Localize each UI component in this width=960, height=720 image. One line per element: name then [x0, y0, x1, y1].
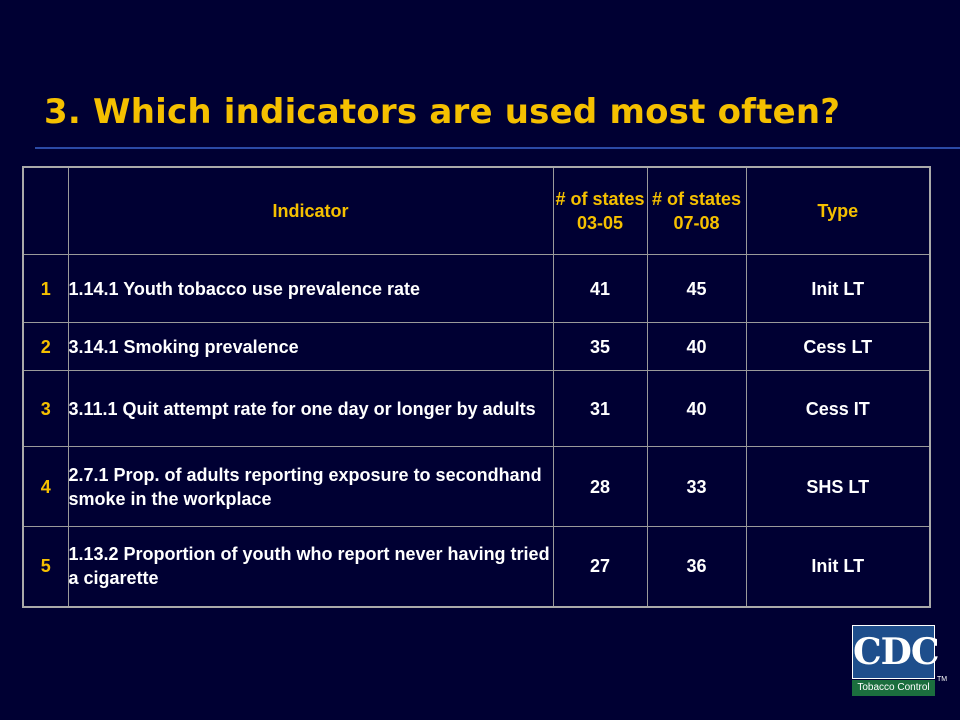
states-07-08-cell: 40 [646, 322, 747, 371]
type-cell: SHS LT [745, 446, 931, 527]
states-03-05-cell: 35 [552, 322, 648, 371]
cdc-logo: CDC Tobacco Control [852, 625, 940, 696]
table-row: 1 1.14.1 Youth tobacco use prevalence ra… [22, 254, 931, 323]
indicator-cell: 1.13.2 Proportion of youth who report ne… [67, 526, 554, 607]
table-row: 4 2.7.1 Prop. of adults reporting exposu… [22, 446, 931, 527]
type-cell: Init LT [745, 526, 931, 607]
indicator-cell: 2.7.1 Prop. of adults reporting exposure… [67, 446, 554, 527]
states-07-08-cell: 33 [646, 446, 747, 527]
title-divider [35, 147, 960, 149]
row-number: 3 [22, 370, 69, 447]
table-row: 5 1.13.2 Proportion of youth who report … [22, 526, 931, 607]
states-03-05-cell: 27 [552, 526, 648, 607]
header-states-03-05: # of states 03-05 [552, 166, 648, 255]
type-cell: Cess IT [745, 370, 931, 447]
row-number: 5 [22, 526, 69, 607]
states-07-08-cell: 36 [646, 526, 747, 607]
cdc-logo-mark: CDC [852, 625, 940, 679]
row-number: 1 [22, 254, 69, 323]
states-03-05-cell: 28 [552, 446, 648, 527]
row-number: 4 [22, 446, 69, 527]
indicator-cell: 3.11.1 Quit attempt rate for one day or … [67, 370, 554, 447]
states-03-05-cell: 31 [552, 370, 648, 447]
states-07-08-cell: 40 [646, 370, 747, 447]
cdc-logo-subtitle: Tobacco Control [852, 680, 935, 696]
indicator-cell: 1.14.1 Youth tobacco use prevalence rate [67, 254, 554, 323]
header-indicator: Indicator [67, 166, 554, 255]
states-03-05-cell: 41 [552, 254, 648, 323]
cdc-logo-text: CDC [853, 631, 940, 673]
trademark-mark: TM [937, 676, 948, 683]
table-row: 3 3.11.1 Quit attempt rate for one day o… [22, 370, 931, 447]
row-number: 2 [22, 322, 69, 371]
table-header-row: Indicator # of states 03-05 # of states … [22, 166, 931, 255]
table-row: 2 3.14.1 Smoking prevalence 35 40 Cess L… [22, 322, 931, 371]
header-number [22, 166, 69, 255]
type-cell: Init LT [745, 254, 931, 323]
type-cell: Cess LT [745, 322, 931, 371]
slide-title: 3. Which indicators are used most often? [44, 92, 841, 132]
indicators-table: Indicator # of states 03-05 # of states … [22, 166, 931, 608]
indicator-cell: 3.14.1 Smoking prevalence [67, 322, 554, 371]
header-states-07-08: # of states 07-08 [646, 166, 747, 255]
states-07-08-cell: 45 [646, 254, 747, 323]
header-type: Type [745, 166, 931, 255]
